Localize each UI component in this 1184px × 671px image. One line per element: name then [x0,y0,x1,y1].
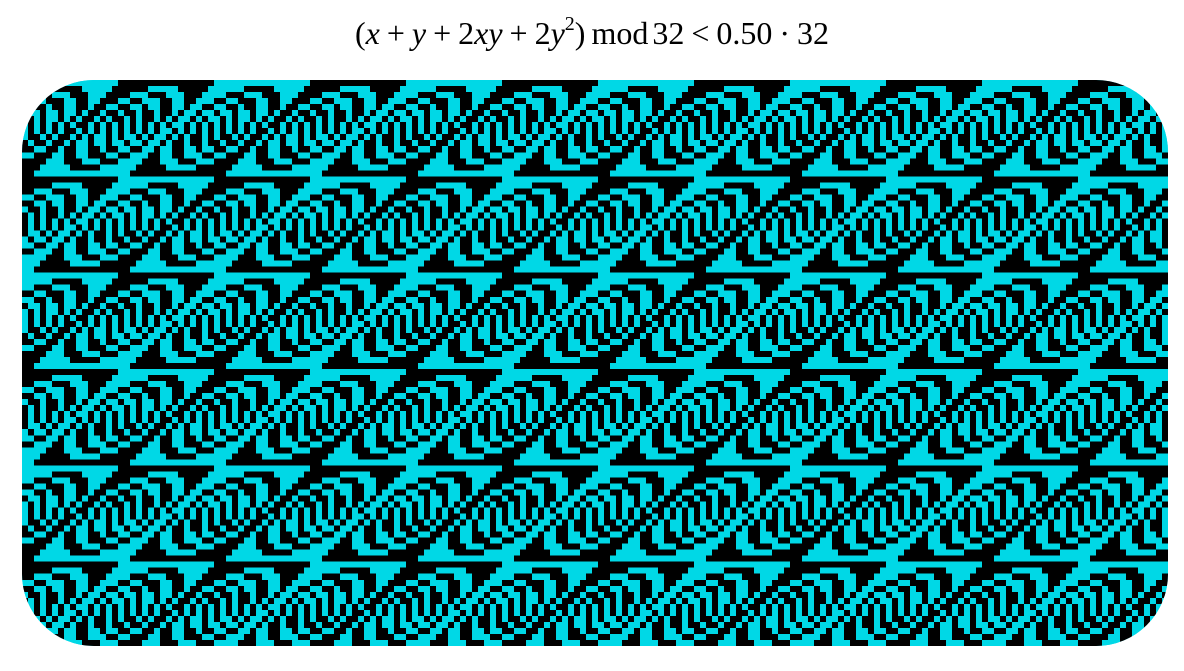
formula-plus-3: + [509,15,528,51]
formula-close-paren: ) [574,15,586,51]
formula-var-y: y [411,15,427,51]
formula-open-paren: ( [354,15,366,51]
formula-term3-y: y [488,15,503,51]
pattern-image [22,80,1168,646]
formula-title: (x + y +2xy +2y2) mod 32 <0.50 · 32 [0,8,1184,58]
formula-plus-2: + [433,15,452,51]
formula-dot: · [779,15,791,51]
formula-plus-1: + [386,15,405,51]
formula-term4-exponent: 2 [564,13,575,35]
formula-fraction: 0.50 [716,15,773,51]
formula-mod-operator: mod [591,15,649,51]
formula-var-x: x [365,15,380,51]
formula-term4-y: y [550,15,565,51]
pattern-canvas [22,80,1168,646]
formula-term3-x: x [474,15,489,51]
formula-term4-coef: 2 [534,15,551,51]
formula-term3-coef: 2 [458,15,475,51]
formula-modulus: 32 [652,15,685,51]
formula-less-than: < [691,15,710,51]
formula-modulus-repeat: 32 [797,15,830,51]
